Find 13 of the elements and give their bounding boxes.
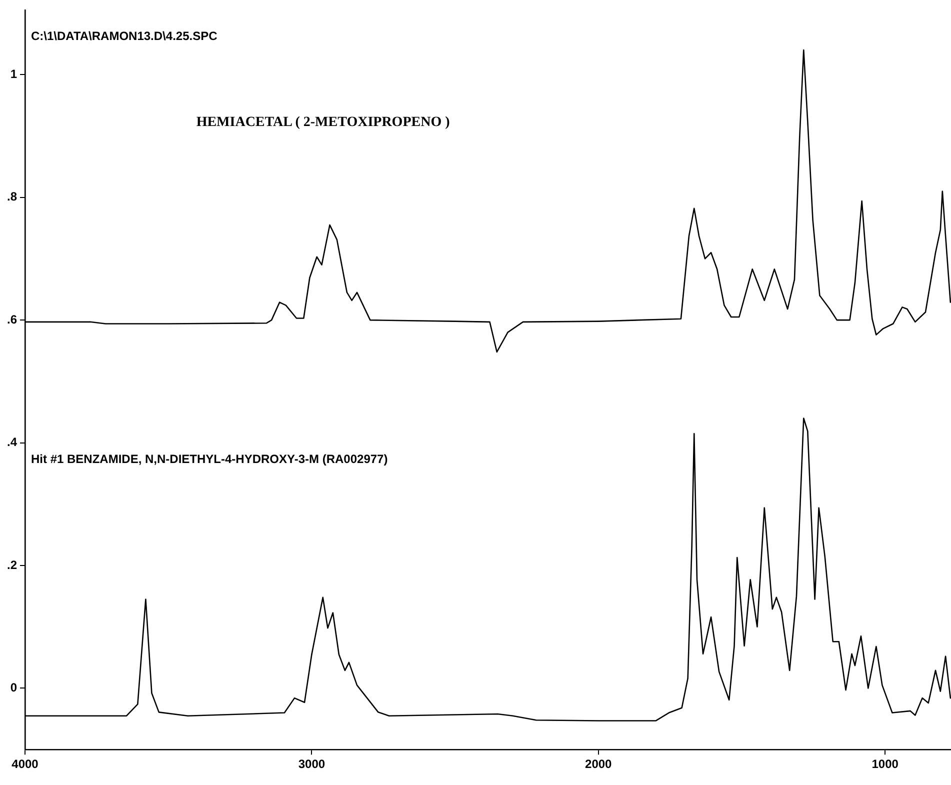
x-tick-label: 1000 [872, 757, 899, 772]
y-tick-label: .2 [6, 558, 18, 572]
y-tick-label: .8 [6, 190, 18, 204]
y-tick-label: 0 [10, 680, 18, 695]
x-tick-label: 3000 [298, 757, 326, 772]
text: HEMIACETAL ( 2-METOXIPROPENO ) [196, 114, 450, 130]
annotation: C:\1\DATA\RAMON13.D\4.25.SPC [31, 28, 218, 43]
x-tick-label: 4000 [12, 757, 39, 772]
y-tick-label: .4 [6, 435, 18, 450]
y-tick-label: 1 [10, 66, 18, 81]
y-tick-label: .6 [6, 312, 18, 326]
annotation: Hit #1 BENZAMIDE, N,N-DIETHYL-4-HYDROXY-3-M (RA002977) [31, 452, 388, 466]
x-tick-label: 2000 [585, 757, 612, 772]
